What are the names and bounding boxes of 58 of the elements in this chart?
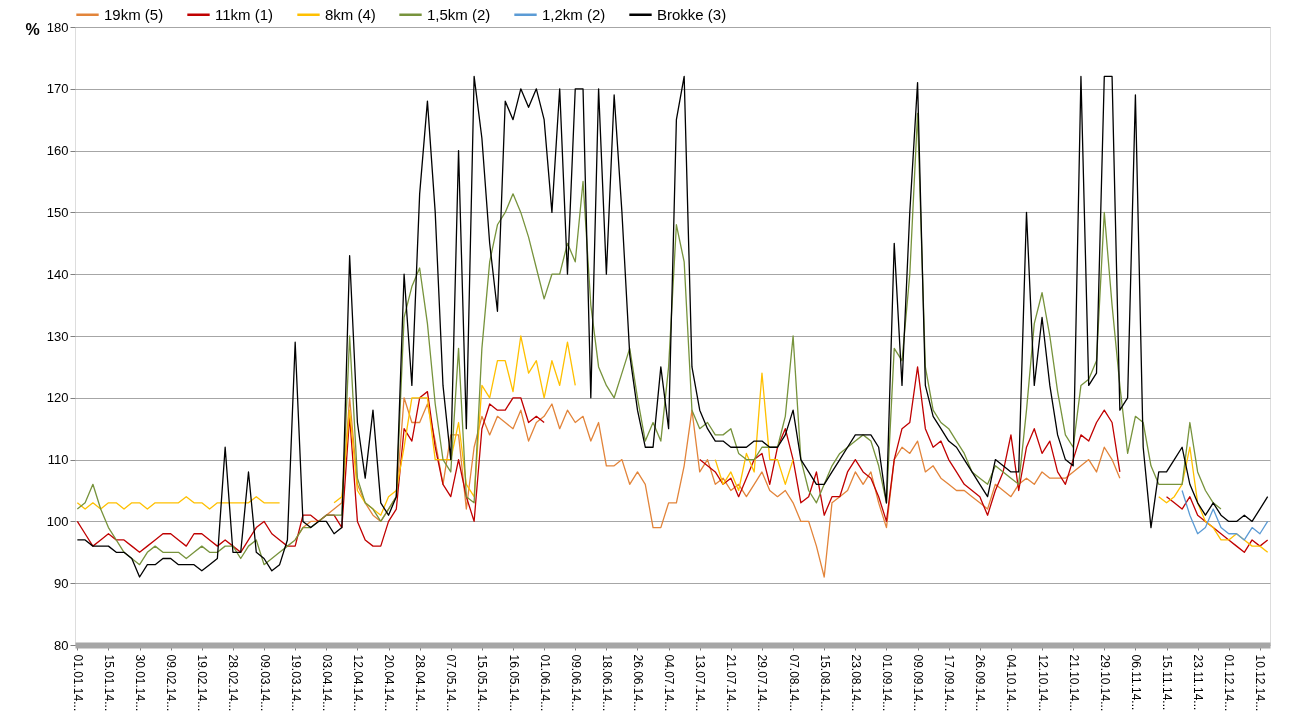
x-tick-label: 30.01.14... [133,654,148,712]
x-tick-label: 09.09.14... [911,654,926,712]
x-tick-label: 18.06.14... [599,654,614,712]
x-tick-label: 10.12.14... [1253,654,1268,712]
x-tick-label: 03.04.14... [319,654,334,712]
x-tick-label: 21.10.14... [1066,654,1081,712]
x-tick-label: 01.09.14... [879,654,894,712]
x-tick-label: 01.06.14... [537,654,552,712]
legend-label: 11km (1) [215,5,274,23]
y-tick-label: 170 [46,81,69,97]
x-tick-label: 28.02.14... [226,654,241,712]
y-tick-label: 100 [46,513,69,529]
x-tick-label: 29.07.14... [755,654,770,712]
x-tick-label: 20.04.14... [382,654,397,712]
x-tick-label: 19.02.14... [195,654,210,712]
y-tick-label: 110 [47,452,69,468]
x-tick-label: 01.01.14... [70,654,85,712]
y-tick-label: 90 [54,575,69,591]
legend-label: 1,2km (2) [542,5,606,23]
legend-label: 19km (5) [104,5,164,23]
x-tick-label: 13.07.14... [693,654,708,712]
x-tick-label: 12.04.14... [350,654,365,712]
x-tick-label: 23.11.14... [1191,654,1206,711]
y-axis-title: % [25,20,40,38]
legend-label: Brokke (3) [657,5,727,23]
x-tick-label: 23.08.14... [848,654,863,712]
x-tick-label: 16.05.14... [506,654,521,712]
legend-label: 8km (4) [325,5,376,23]
x-tick-label: 09.06.14... [568,654,583,712]
x-tick-label: 26.09.14... [973,654,988,712]
x-tick-label: 15.11.14... [1160,654,1175,711]
x-tick-label: 04.07.14... [662,654,677,712]
line-series [1181,489,1269,541]
x-tick-label: 26.06.14... [630,654,645,712]
x-tick-label: 19.03.14... [288,654,303,712]
y-tick-label: 180 [46,19,69,35]
x-tick-label: 06.11.14... [1128,654,1143,711]
x-tick-label: 21.07.14... [724,654,739,712]
x-tick-label: 01.12.14... [1222,654,1237,712]
y-tick-label: 80 [54,637,69,653]
x-tick-label: 29.10.14... [1097,654,1112,712]
y-tick-label: 160 [46,143,69,159]
x-tick-label: 12.10.14... [1035,654,1050,712]
x-tick-label: 09.02.14... [164,654,179,712]
x-tick-label: 28.04.14... [413,654,428,712]
x-tick-label: 15.01.14... [101,654,116,712]
y-tick-label: 130 [46,328,69,344]
x-tick-label: 15.05.14... [475,654,490,712]
x-tick-label: 07.08.14... [786,654,801,712]
y-tick-label: 120 [46,390,69,406]
y-tick-label: 150 [46,204,69,220]
x-tick-label: 15.08.14... [817,654,832,712]
y-tick-label: 140 [46,266,69,282]
x-tick-label: 07.05.14... [444,654,459,712]
x-tick-label: 04.10.14... [1004,654,1019,712]
x-tick-label: 09.03.14... [257,654,272,712]
x-tick-label: 17.09.14... [942,654,957,712]
legend-label: 1,5km (2) [427,5,491,23]
